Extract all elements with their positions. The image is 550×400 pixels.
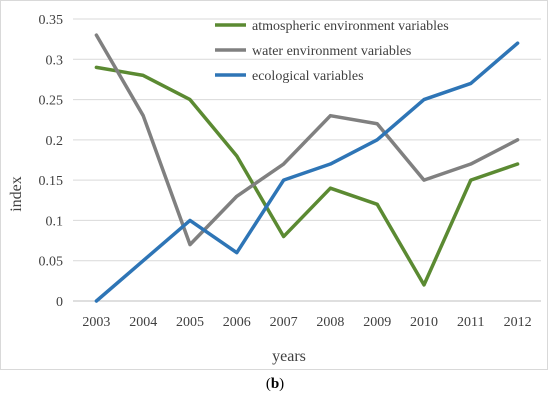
y-tick-label: 0.35 — [39, 13, 64, 28]
x-tick-label: 2011 — [457, 315, 484, 330]
figure-caption: (b) — [0, 376, 550, 393]
x-tick-label: 2005 — [176, 315, 204, 330]
caption-open-paren: ( — [265, 376, 271, 392]
legend-label: atmospheric environment variables — [252, 19, 449, 34]
x-axis-title: years — [272, 348, 306, 365]
legend-label: water environment variables — [252, 44, 411, 59]
y-tick-label: 0.1 — [46, 214, 64, 229]
series-line-2 — [94, 33, 520, 247]
y-tick-label: 0.2 — [46, 134, 64, 149]
x-tick-label: 2006 — [223, 315, 251, 330]
y-tick-label: 0.3 — [46, 53, 64, 68]
caption-close-paren: ) — [279, 376, 285, 392]
y-tick-label: 0.25 — [39, 94, 64, 109]
x-tick-label: 2010 — [410, 315, 438, 330]
x-tick-label: 2004 — [129, 315, 157, 330]
series-line-1 — [94, 65, 520, 287]
y-tick-labels: 0 0.05 0.1 0.15 0.2 0.25 0.3 0.35 — [39, 13, 64, 310]
x-tick-label: 2003 — [82, 315, 110, 330]
x-tick-label: 2008 — [316, 315, 344, 330]
legend: atmospheric environment variables water e… — [215, 19, 449, 84]
x-tick-label: 2007 — [270, 315, 298, 330]
y-tick-label: 0.05 — [39, 255, 64, 270]
line-chart: 00.050.10.150.20.250.30.35 2003 2004 2005 2… — [8, 13, 541, 365]
series-line-3 — [94, 41, 520, 303]
x-tick-label: 2009 — [363, 315, 391, 330]
y-tick-label: 0 — [56, 295, 63, 310]
y-axis-title: index — [8, 176, 25, 212]
y-tick-label: 0.15 — [39, 174, 64, 189]
x-tick-label: 2012 — [504, 315, 532, 330]
legend-label: ecological variables — [252, 69, 364, 84]
x-tick-labels: 2003 2004 2005 2006 2007 2008 2009 2010 2011 2012 — [82, 315, 531, 330]
caption-letter: b — [270, 376, 280, 392]
series-lines — [94, 33, 520, 303]
chart-frame: 0 0.05 0.1 0.15 0.2 0.25 0.3 0.35 2003 2004 2005 2… — [0, 0, 548, 370]
